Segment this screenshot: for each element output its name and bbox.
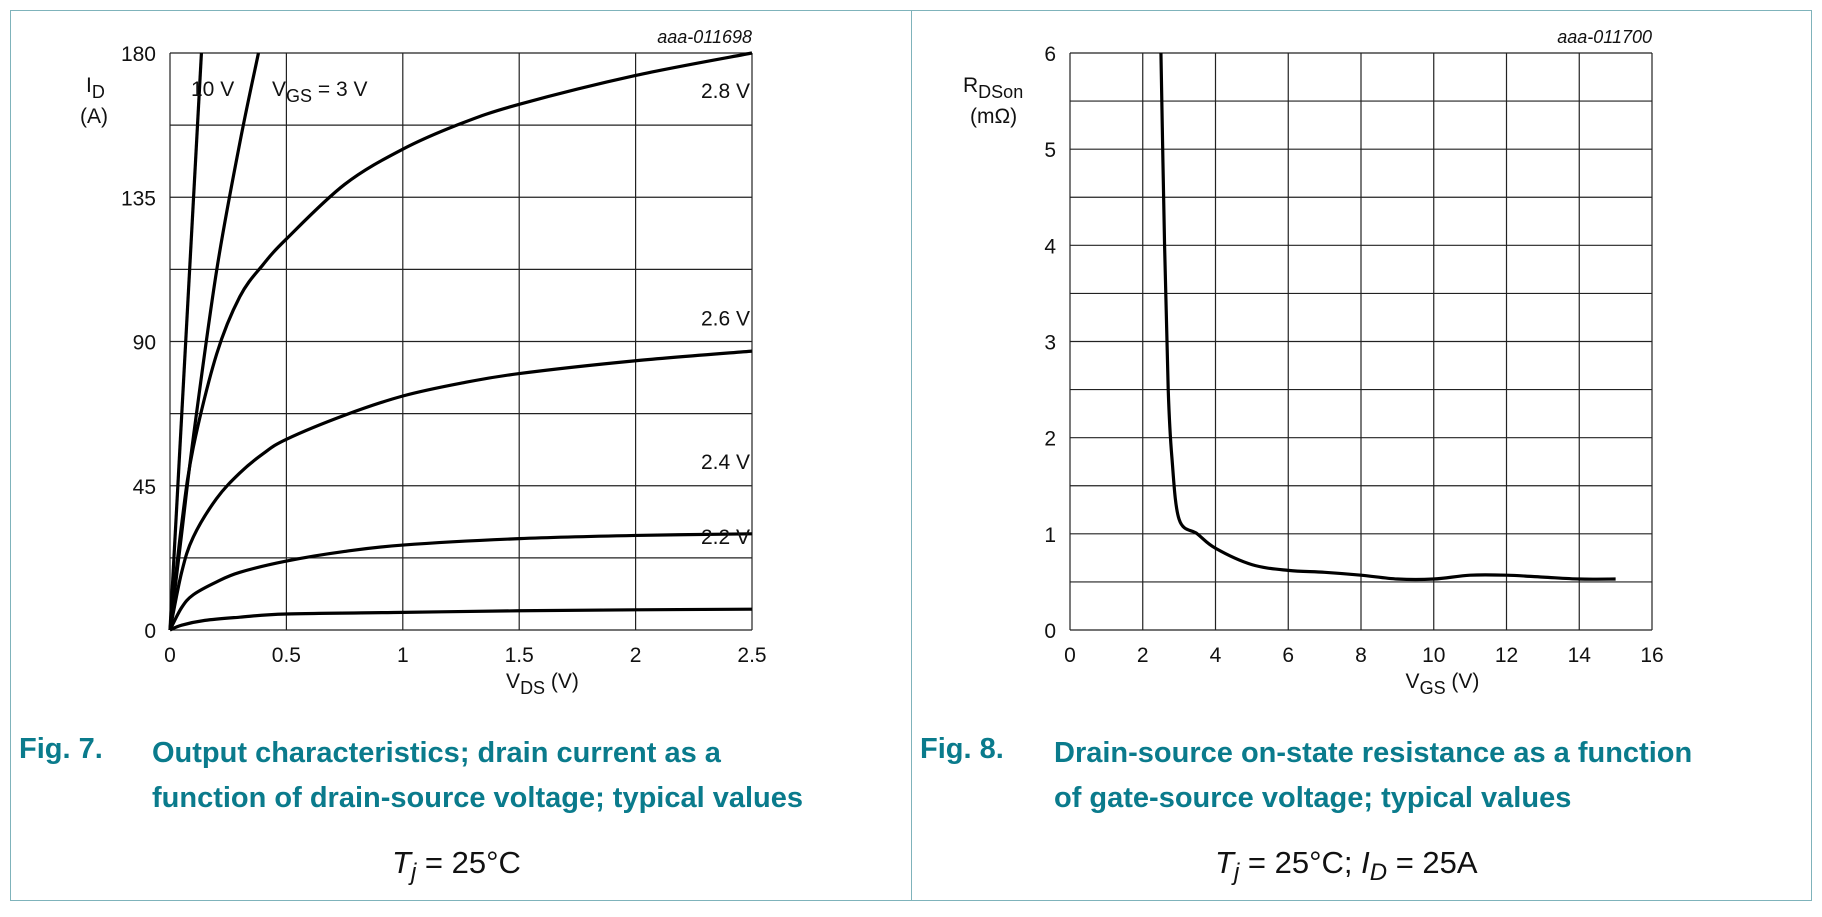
c0-x-tick-label: 2.5	[737, 644, 766, 667]
c1-x-tick-label: 14	[1568, 644, 1592, 667]
c1-y-axis-label: RDSon	[963, 74, 1023, 102]
c1-y-tick-label: 3	[1044, 332, 1056, 355]
fig8-caption-line1: Drain-source on-state resistance as a fu…	[1054, 737, 1693, 769]
fig7-caption-line1: Output characteristics; drain current as…	[152, 737, 721, 769]
c0-series-line-2-4-v	[168, 532, 753, 631]
c1-x-tick-label: 6	[1282, 644, 1294, 667]
c1-series-line-rdson	[1159, 52, 1616, 582]
c0-y-tick-label: 180	[121, 43, 156, 66]
c1-figure-id: aaa-011700	[1557, 27, 1652, 47]
fig8-caption: Drain-source on-state resistance as a fu…	[1054, 731, 1692, 821]
c0-series-label: 2.2 V	[701, 526, 750, 549]
c1-y-tick-label: 6	[1044, 43, 1056, 66]
c0-y-axis-unit: (A)	[80, 105, 108, 128]
fig8-number: Fig. 8.	[920, 733, 1004, 765]
cond-j: j	[1233, 859, 1240, 887]
c0-series-label: 2.8 V	[701, 80, 750, 103]
c0-x-tick-label: 2	[630, 644, 642, 667]
c0-y-tick-label: 0	[144, 620, 156, 643]
fig8-condition: Tj = 25°C; ID = 25A	[1215, 845, 1478, 887]
c0-x-tick-label: 1.5	[505, 644, 534, 667]
c0-series-line-10-v	[168, 52, 204, 631]
c0-x-tick-label: 0.5	[272, 644, 301, 667]
c0-series-label: 2.6 V	[701, 308, 750, 331]
c1-x-tick-label: 12	[1495, 644, 1518, 667]
c0-y-tick-label: 135	[121, 187, 156, 210]
c0-series-line-2-6-v	[168, 349, 753, 631]
c1-y-tick-label: 4	[1044, 235, 1056, 258]
fig7-condition: Tj = 25°C	[392, 845, 521, 887]
c0-series-label-10v: 10 V	[191, 78, 234, 101]
c0-y-tick-label: 90	[133, 332, 156, 355]
c0-x-tick-label: 0	[164, 644, 176, 667]
c1-x-tick-label: 0	[1064, 644, 1076, 667]
c0-y-axis-label: ID	[86, 74, 105, 102]
c1-x-tick-label: 16	[1640, 644, 1663, 667]
c0-series-line-2-2-v	[169, 607, 753, 632]
c0-y-tick-label: 45	[133, 476, 156, 499]
c1-y-tick-label: 0	[1044, 620, 1056, 643]
cond-rest2: = 25A	[1387, 845, 1478, 880]
c1-x-tick-label: 4	[1210, 644, 1222, 667]
cond-T: T	[392, 845, 411, 880]
fig7-number: Fig. 7.	[19, 733, 103, 765]
c0-x-tick-label: 1	[397, 644, 409, 667]
cond-D: D	[1369, 859, 1388, 887]
c0-series-line-vgs-3-v	[168, 52, 261, 631]
c0-x-axis-label: VDS (V)	[506, 670, 579, 698]
cond-j: j	[410, 859, 417, 887]
cond-I: I	[1361, 845, 1370, 880]
fig7-caption: Output characteristics; drain current as…	[152, 731, 803, 821]
c1-x-tick-label: 2	[1137, 644, 1149, 667]
c1-y-axis-unit: (mΩ)	[970, 105, 1017, 128]
cond-T: T	[1215, 845, 1234, 880]
c0-figure-id: aaa-011698	[657, 27, 752, 47]
cond-rest: = 25°C	[416, 845, 521, 880]
c1-y-tick-label: 2	[1044, 428, 1056, 451]
c0-series-label: 2.4 V	[701, 451, 750, 474]
c1-y-tick-label: 5	[1044, 139, 1056, 162]
c1-x-tick-label: 10	[1422, 644, 1445, 667]
c1-x-tick-label: 8	[1355, 644, 1367, 667]
figure-8-panel	[911, 10, 1812, 901]
cond-rest: = 25°C;	[1239, 845, 1362, 880]
c1-x-axis-label: VGS (V)	[1406, 670, 1480, 698]
c0-series-label-3v: VGS = 3 V	[272, 78, 367, 106]
fig8-caption-line2: of gate-source voltage; typical values	[1054, 782, 1572, 814]
fig7-caption-line2: function of drain-source voltage; typica…	[152, 782, 804, 814]
c1-y-tick-label: 1	[1044, 524, 1056, 547]
